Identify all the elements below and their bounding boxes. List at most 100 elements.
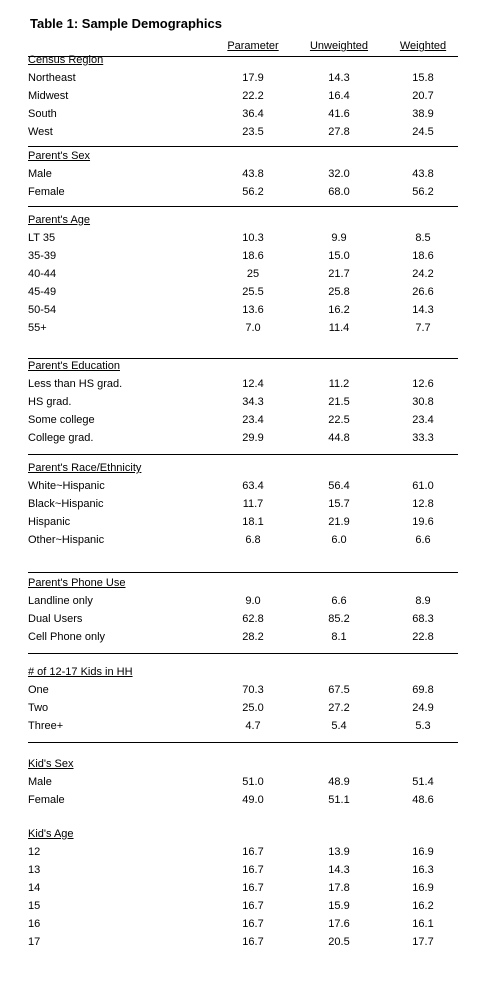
table-row: HS grad. 34.3 21.5 30.8 <box>28 396 458 412</box>
weighted-value: 30.8 <box>412 396 434 408</box>
parameter-value: 23.5 <box>242 126 264 138</box>
row-label: Black~Hispanic <box>28 498 104 510</box>
parameter-value: 22.2 <box>242 90 264 102</box>
unweighted-value: 9.9 <box>331 232 347 244</box>
weighted-value: 17.7 <box>412 936 434 948</box>
table-row: Male 51.0 48.9 51.4 <box>28 776 458 792</box>
weighted-value: 68.3 <box>412 613 434 625</box>
parameter-value: 28.2 <box>242 631 264 643</box>
unweighted-value: 11.2 <box>328 378 350 390</box>
weighted-value: 22.8 <box>412 631 434 643</box>
weighted-value: 16.9 <box>412 882 434 894</box>
table-row: 16 16.7 17.6 16.1 <box>28 918 458 934</box>
table-row: Black~Hispanic 11.7 15.7 12.8 <box>28 498 458 514</box>
table-row: Landline only 9.0 6.6 8.9 <box>28 595 458 611</box>
weighted-value: 16.3 <box>412 864 434 876</box>
table-row: 15 16.7 15.9 16.2 <box>28 900 458 916</box>
table-section: Kid's Sex Male 51.0 48.9 51.4 Female 49.0 51.1 4… <box>28 758 458 816</box>
unweighted-value: 56.4 <box>328 480 350 492</box>
weighted-value: 38.9 <box>412 108 434 120</box>
weighted-value: 24.2 <box>412 268 434 280</box>
weighted-value: 24.9 <box>412 702 434 714</box>
row-label: Hispanic <box>28 516 71 528</box>
row-label: 15 <box>28 900 41 912</box>
row-label: White~Hispanic <box>28 480 105 492</box>
table-row: Three+ 4.7 5.4 5.3 <box>28 720 458 736</box>
table-title: Table 1: Sample Demographics <box>30 16 222 31</box>
weighted-value: 8.9 <box>415 595 431 607</box>
table-section: Parent's Age LT 35 10.3 9.9 8.5 35-39 18.6 15.0… <box>28 214 458 359</box>
weighted-value: 33.3 <box>412 432 434 444</box>
weighted-value: 12.6 <box>412 378 434 390</box>
weighted-value: 16.2 <box>412 900 434 912</box>
row-label: Male <box>28 776 52 788</box>
table-row: Female 56.2 68.0 56.2 <box>28 186 458 202</box>
section-title: Parent's Education <box>28 360 120 372</box>
weighted-value: 19.6 <box>412 516 434 528</box>
weighted-value: 6.6 <box>415 534 431 546</box>
weighted-value: 43.8 <box>412 168 434 180</box>
parameter-value: 18.1 <box>242 516 264 528</box>
parameter-value: 4.7 <box>245 720 261 732</box>
table-row: Female 49.0 51.1 48.6 <box>28 794 458 810</box>
weighted-value: 69.8 <box>412 684 434 696</box>
weighted-value: 12.8 <box>412 498 434 510</box>
row-label: 16 <box>28 918 41 930</box>
row-label: Cell Phone only <box>28 631 106 643</box>
parameter-value: 16.7 <box>242 882 264 894</box>
table-section: Kid's Age 12 16.7 13.9 16.9 13 16.7 14.3 16.3 14 1… <box>28 828 458 958</box>
section-title: Parent's Age <box>28 214 91 226</box>
weighted-value: 48.6 <box>412 794 434 806</box>
parameter-value: 51.0 <box>242 776 264 788</box>
unweighted-value: 14.3 <box>328 72 350 84</box>
parameter-value: 18.6 <box>242 250 264 262</box>
unweighted-value: 11.4 <box>328 322 350 334</box>
table-row: Less than HS grad. 12.4 11.2 12.6 <box>28 378 458 394</box>
row-label: Female <box>28 794 65 806</box>
parameter-value: 12.4 <box>242 378 264 390</box>
unweighted-value: 21.5 <box>328 396 350 408</box>
section-title: Census Region <box>28 54 104 66</box>
weighted-value: 61.0 <box>412 480 434 492</box>
row-label: Three+ <box>28 720 64 732</box>
unweighted-value: 8.1 <box>331 631 347 643</box>
row-label: Male <box>28 168 52 180</box>
table-row: West 23.5 27.8 24.5 <box>28 126 458 142</box>
table-section: Parent's Sex Male 43.8 32.0 43.8 Female 56.2 68… <box>28 150 458 207</box>
unweighted-value: 27.8 <box>328 126 350 138</box>
parameter-value: 25.5 <box>242 286 264 298</box>
unweighted-value: 21.7 <box>328 268 350 280</box>
row-label: South <box>28 108 57 120</box>
unweighted-value: 25.8 <box>328 286 350 298</box>
unweighted-value: 68.0 <box>328 186 350 198</box>
table-row: 40-44 25 21.7 24.2 <box>28 268 458 284</box>
table-section: # of 12-17 Kids in HH One 70.3 67.5 69.8 Two 2… <box>28 666 458 743</box>
table-row: 35-39 18.6 15.0 18.6 <box>28 250 458 266</box>
weighted-value: 16.1 <box>412 918 434 930</box>
unweighted-value: 20.5 <box>328 936 350 948</box>
unweighted-value: 15.9 <box>328 900 350 912</box>
table-row: 12 16.7 13.9 16.9 <box>28 846 458 862</box>
section-title: Parent's Phone Use <box>28 577 126 589</box>
parameter-value: 63.4 <box>242 480 264 492</box>
parameter-value: 16.7 <box>242 846 264 858</box>
table-row: Male 43.8 32.0 43.8 <box>28 168 458 184</box>
unweighted-value: 16.2 <box>328 304 350 316</box>
weighted-value: 24.5 <box>412 126 434 138</box>
table-row: 45-49 25.5 25.8 26.6 <box>28 286 458 302</box>
parameter-value: 25 <box>246 268 260 280</box>
weighted-value: 8.5 <box>415 232 431 244</box>
table-row: Northeast 17.9 14.3 15.8 <box>28 72 458 88</box>
weighted-value: 56.2 <box>412 186 434 198</box>
unweighted-value: 41.6 <box>328 108 350 120</box>
unweighted-value: 85.2 <box>328 613 350 625</box>
unweighted-value: 21.9 <box>328 516 350 528</box>
table-row: LT 35 10.3 9.9 8.5 <box>28 232 458 248</box>
column-header-row: Parameter Unweighted Weighted <box>28 40 458 57</box>
table-row: Midwest 22.2 16.4 20.7 <box>28 90 458 106</box>
weighted-value: 15.8 <box>412 72 434 84</box>
weighted-value: 20.7 <box>412 90 434 102</box>
weighted-value: 18.6 <box>412 250 434 262</box>
column-header-parameter: Parameter <box>227 40 279 52</box>
row-label: 14 <box>28 882 41 894</box>
